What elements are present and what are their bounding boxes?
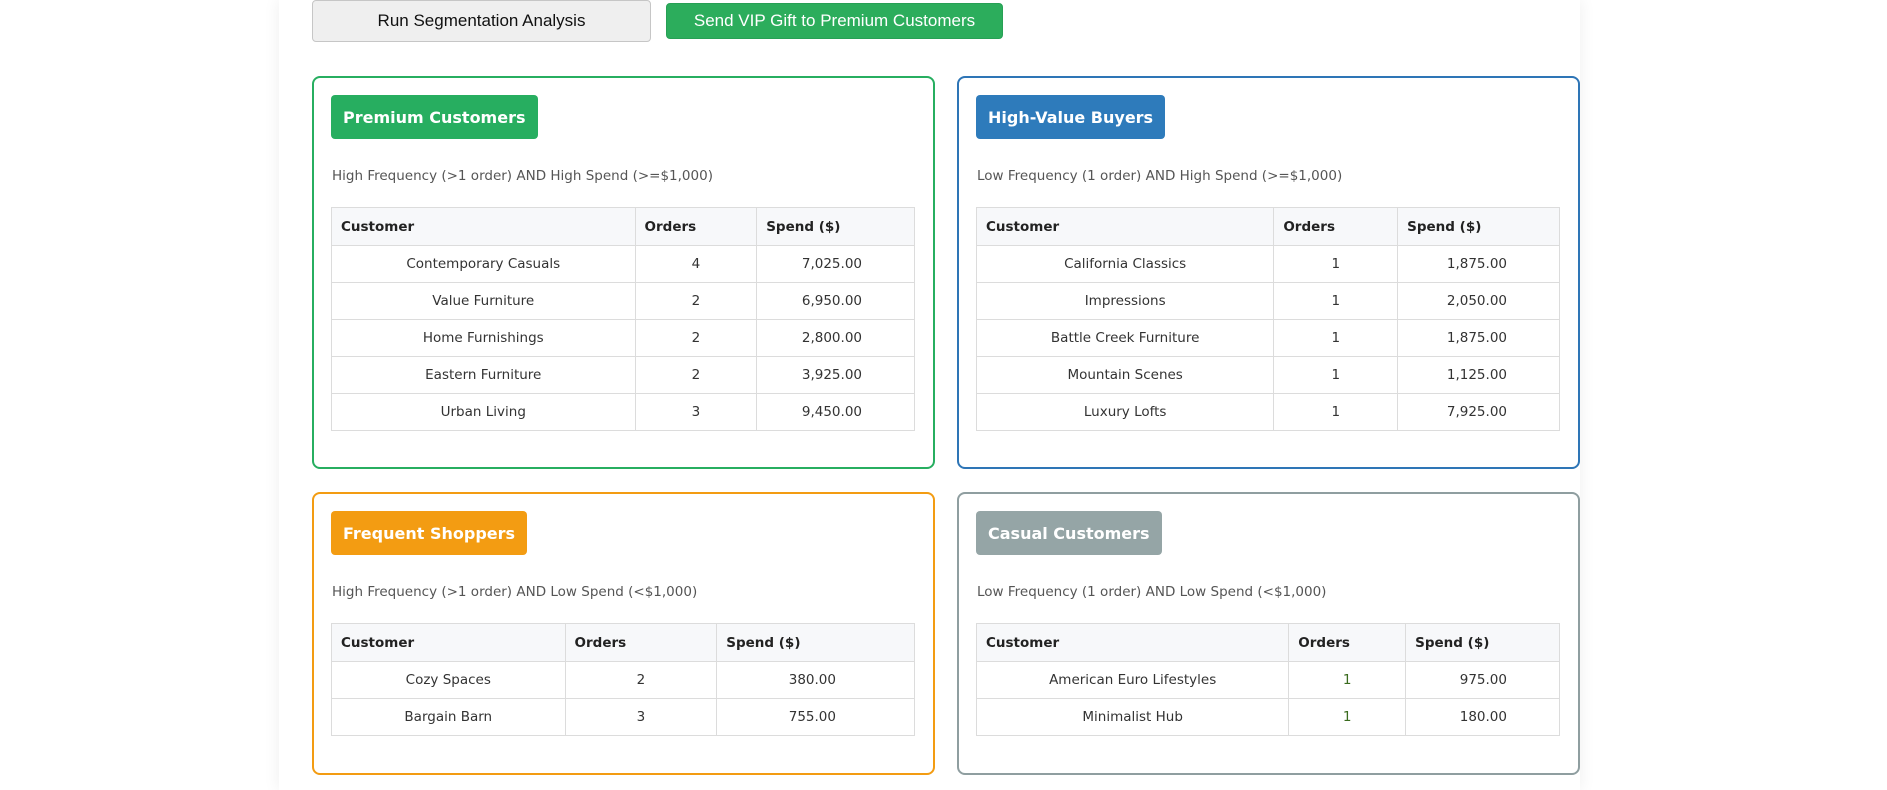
customer-cell: Bargain Barn: [331, 698, 566, 736]
customer-cell: Impressions: [975, 282, 1275, 320]
spend-cell: 1,875.00: [1397, 319, 1560, 357]
spend-cell: 9,450.00: [756, 393, 915, 431]
orders-cell: 2: [634, 356, 758, 394]
frequent-shoppers-card: Frequent Shoppers High Frequency (>1 ord…: [312, 492, 935, 775]
table-row: Urban Living 3 9,450.00: [331, 393, 915, 431]
casual-customers-card: Casual Customers Low Frequency (1 order)…: [957, 492, 1580, 775]
customer-cell: Battle Creek Furniture: [975, 319, 1275, 357]
table-row: Mountain Scenes 1 1,125.00: [975, 356, 1560, 394]
spend-cell: 7,925.00: [1397, 393, 1560, 431]
table-row: Luxury Lofts 1 7,925.00: [975, 393, 1560, 431]
segment-badge: Premium Customers: [331, 95, 538, 139]
spend-cell: 2,050.00: [1397, 282, 1560, 320]
segment-badge: Casual Customers: [976, 511, 1162, 555]
table-row: Eastern Furniture 2 3,925.00: [331, 356, 915, 394]
table-row: Home Furnishings 2 2,800.00: [331, 319, 915, 357]
customer-cell: Mountain Scenes: [975, 356, 1275, 394]
customer-cell: Eastern Furniture: [331, 356, 636, 394]
table-row: Value Furniture 2 6,950.00: [331, 282, 915, 320]
orders-cell: 1: [1273, 282, 1399, 320]
spend-cell: 975.00: [1405, 661, 1560, 699]
spend-cell: 2,800.00: [756, 319, 915, 357]
customer-cell: Minimalist Hub: [975, 698, 1290, 736]
column-header-spend: Spend ($): [1397, 207, 1560, 246]
column-header-customer: Customer: [975, 623, 1290, 662]
customer-cell: Contemporary Casuals: [331, 245, 636, 283]
orders-cell: 2: [564, 661, 718, 699]
run-segmentation-button[interactable]: Run Segmentation Analysis: [312, 0, 651, 42]
orders-cell: 1: [1288, 698, 1407, 736]
segment-table: Customer Orders Spend ($) California Cla…: [975, 207, 1560, 431]
customer-cell: Urban Living: [331, 393, 636, 431]
segment-description: Low Frequency (1 order) AND Low Spend (<…: [977, 584, 1327, 600]
segment-description: High Frequency (>1 order) AND High Spend…: [332, 168, 713, 184]
customer-cell: Luxury Lofts: [975, 393, 1275, 431]
spend-cell: 1,875.00: [1397, 245, 1560, 283]
customer-cell: American Euro Lifestyles: [975, 661, 1290, 699]
table-header-row: Customer Orders Spend ($): [331, 623, 915, 662]
table-header-row: Customer Orders Spend ($): [975, 623, 1560, 662]
high-value-buyers-card: High-Value Buyers Low Frequency (1 order…: [957, 76, 1580, 469]
table-row: Battle Creek Furniture 1 1,875.00: [975, 319, 1560, 357]
spend-cell: 1,125.00: [1397, 356, 1560, 394]
segment-description: High Frequency (>1 order) AND Low Spend …: [332, 584, 698, 600]
main-panel: Run Segmentation Analysis Send VIP Gift …: [279, 0, 1580, 790]
spend-cell: 755.00: [716, 698, 915, 736]
orders-cell: 1: [1273, 356, 1399, 394]
table-header-row: Customer Orders Spend ($): [331, 207, 915, 246]
table-row: Bargain Barn 3 755.00: [331, 698, 915, 736]
segment-badge: High-Value Buyers: [976, 95, 1166, 139]
table-row: American Euro Lifestyles 1 975.00: [975, 661, 1560, 699]
column-header-orders: Orders: [634, 207, 758, 246]
column-header-spend: Spend ($): [716, 623, 915, 662]
table-row: Contemporary Casuals 4 7,025.00: [331, 245, 915, 283]
customer-cell: California Classics: [975, 245, 1275, 283]
column-header-customer: Customer: [331, 207, 636, 246]
orders-cell: 3: [564, 698, 718, 736]
orders-cell: 3: [634, 393, 758, 431]
customer-cell: Cozy Spaces: [331, 661, 566, 699]
table-row: California Classics 1 1,875.00: [975, 245, 1560, 283]
spend-cell: 7,025.00: [756, 245, 915, 283]
segment-table: Customer Orders Spend ($) American Euro …: [975, 623, 1560, 736]
customer-cell: Home Furnishings: [331, 319, 636, 357]
column-header-orders: Orders: [1288, 623, 1407, 662]
segment-table: Customer Orders Spend ($) Contemporary C…: [331, 207, 915, 431]
orders-cell: 2: [634, 282, 758, 320]
table-row: Cozy Spaces 2 380.00: [331, 661, 915, 699]
customer-cell: Value Furniture: [331, 282, 636, 320]
orders-cell: 1: [1273, 393, 1399, 431]
orders-cell: 1: [1273, 319, 1399, 357]
table-row: Impressions 1 2,050.00: [975, 282, 1560, 320]
spend-cell: 3,925.00: [756, 356, 915, 394]
orders-cell: 2: [634, 319, 758, 357]
table-row: Minimalist Hub 1 180.00: [975, 698, 1560, 736]
segment-badge: Frequent Shoppers: [331, 511, 528, 555]
spend-cell: 180.00: [1405, 698, 1560, 736]
send-vip-gift-button[interactable]: Send VIP Gift to Premium Customers: [666, 3, 1003, 39]
column-header-customer: Customer: [331, 623, 566, 662]
column-header-customer: Customer: [975, 207, 1275, 246]
table-header-row: Customer Orders Spend ($): [975, 207, 1560, 246]
premium-customers-card: Premium Customers High Frequency (>1 ord…: [312, 76, 935, 469]
column-header-spend: Spend ($): [1405, 623, 1560, 662]
column-header-orders: Orders: [1273, 207, 1399, 246]
spend-cell: 6,950.00: [756, 282, 915, 320]
orders-cell: 1: [1288, 661, 1407, 699]
orders-cell: 1: [1273, 245, 1399, 283]
orders-cell: 4: [634, 245, 758, 283]
column-header-spend: Spend ($): [756, 207, 915, 246]
segment-table: Customer Orders Spend ($) Cozy Spaces 2 38…: [331, 623, 915, 736]
spend-cell: 380.00: [716, 661, 915, 699]
column-header-orders: Orders: [564, 623, 718, 662]
segment-description: Low Frequency (1 order) AND High Spend (…: [977, 168, 1343, 184]
